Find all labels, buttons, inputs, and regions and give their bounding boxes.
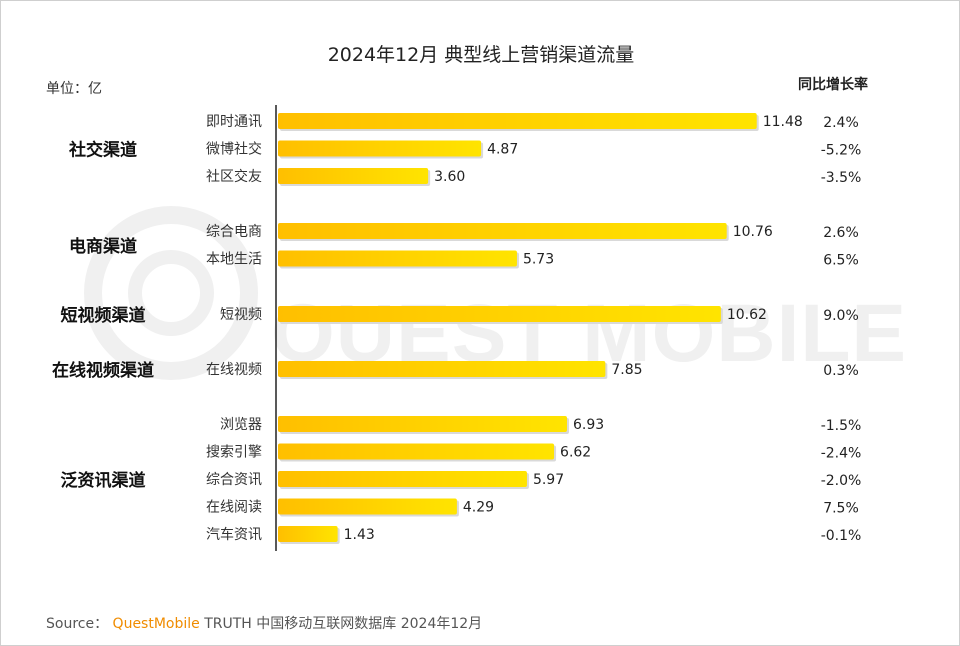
yoy-header: 同比增长率 xyxy=(798,76,868,93)
value-label: 10.62 xyxy=(727,307,767,323)
yoy-value: 2.6% xyxy=(823,225,859,241)
yoy-value: 0.3% xyxy=(823,363,859,379)
yoy-value: -2.4% xyxy=(821,446,862,462)
bar xyxy=(278,361,606,377)
yoy-value: 2.4% xyxy=(823,115,859,131)
value-label: 3.60 xyxy=(434,169,465,185)
bar xyxy=(278,416,567,432)
value-label: 10.76 xyxy=(733,224,773,240)
category-label: 综合电商 xyxy=(206,224,262,240)
bar xyxy=(278,168,429,184)
value-label: 6.93 xyxy=(573,417,604,433)
category-label: 在线视频 xyxy=(206,362,262,378)
bar xyxy=(278,498,457,515)
group-label: 电商渠道 xyxy=(69,236,137,257)
value-label: 4.29 xyxy=(463,500,494,516)
bar xyxy=(278,443,555,460)
watermark-logo-icon xyxy=(84,206,258,380)
value-label: 5.73 xyxy=(523,252,554,268)
category-label: 综合资讯 xyxy=(206,472,262,488)
source-brand: QuestMobile xyxy=(113,616,200,632)
bar xyxy=(278,471,527,487)
value-label: 5.97 xyxy=(533,472,564,488)
yoy-value: 7.5% xyxy=(823,501,859,517)
yoy-value: -0.1% xyxy=(821,528,862,544)
chart-marks: 即时通讯 11.48 2.4% 微博社交 4.87 -5.2% 社区交友 3.60 -3.5% 社… xyxy=(52,113,861,544)
yoy-value: 6.5% xyxy=(823,253,859,269)
category-label: 微博社交 xyxy=(206,141,262,158)
value-label: 1.43 xyxy=(344,527,375,543)
yoy-value: -2.0% xyxy=(821,473,862,489)
value-label: 11.48 xyxy=(763,114,803,130)
bar xyxy=(278,250,517,267)
bar xyxy=(278,140,482,157)
group-label: 短视频渠道 xyxy=(61,305,146,326)
value-label: 4.87 xyxy=(487,142,518,158)
category-label: 在线阅读 xyxy=(206,499,262,516)
category-label: 搜索引擎 xyxy=(206,444,262,461)
source-rest: TRUTH 中国移动互联网数据库 2024年12月 xyxy=(203,616,482,632)
bar xyxy=(278,306,721,322)
group-label: 泛资讯渠道 xyxy=(61,470,146,491)
category-label: 汽车资讯 xyxy=(206,526,262,543)
yoy-value: 9.0% xyxy=(823,308,859,324)
category-label: 短视频 xyxy=(220,307,262,323)
unit-label: 单位：亿 xyxy=(46,81,102,97)
source-line: Source： QuestMobile TRUTH 中国移动互联网数据库 202… xyxy=(46,616,482,632)
group-label: 在线视频渠道 xyxy=(52,360,154,381)
category-label: 社区交友 xyxy=(206,168,262,185)
bar xyxy=(278,526,338,542)
group-label: 社交渠道 xyxy=(68,140,137,161)
value-label: 6.62 xyxy=(560,445,591,461)
yoy-value: -1.5% xyxy=(821,418,862,434)
category-label: 即时通讯 xyxy=(206,114,262,130)
source-prefix: Source： xyxy=(46,616,108,632)
yoy-value: -3.5% xyxy=(821,170,862,186)
chart-title: 2024年12月 典型线上营销渠道流量 xyxy=(328,44,635,66)
category-label: 本地生活 xyxy=(206,252,262,268)
value-label: 7.85 xyxy=(611,362,642,378)
yoy-value: -5.2% xyxy=(821,143,862,159)
bar xyxy=(278,223,727,239)
bar xyxy=(278,113,757,129)
category-label: 浏览器 xyxy=(220,417,262,433)
